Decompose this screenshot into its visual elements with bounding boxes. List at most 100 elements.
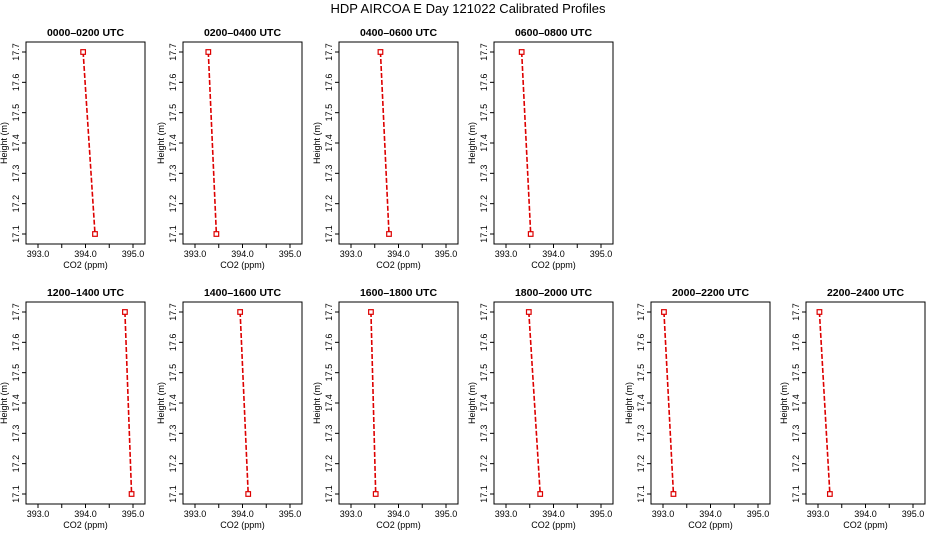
x-tick-label: 394.0 — [699, 509, 722, 519]
y-tick-label: 17.6 — [324, 74, 334, 92]
x-tick-label: 394.0 — [387, 509, 410, 519]
x-tick-label: 393.0 — [340, 509, 363, 519]
y-tick-label: 17.2 — [324, 195, 334, 213]
panel-5: 1200–1400 UTC 393.0 394.0 395.0 CO2 (ppm) 17.… — [0, 287, 146, 530]
profile-line — [818, 311, 831, 495]
x-tick-label: 395.0 — [747, 509, 770, 519]
y-tick-label: 17.1 — [324, 485, 334, 503]
y-tick-label: 17.6 — [636, 334, 646, 352]
plot-frame — [25, 301, 146, 505]
x-axis-label: CO2 (ppm) — [531, 260, 576, 270]
y-tick-label: 17.6 — [168, 74, 178, 92]
y-tick-label: 17.7 — [791, 303, 801, 321]
y-tick-label: 17.2 — [11, 455, 21, 473]
y-axis-label: Height (m) — [467, 382, 477, 424]
y-tick-label: 17.2 — [168, 195, 178, 213]
plot-frame — [182, 41, 303, 245]
y-tick-label: 17.3 — [168, 425, 178, 443]
y-tick-label: 17.1 — [11, 225, 21, 243]
x-tick-label: 393.0 — [184, 249, 207, 259]
x-tick-label: 394.0 — [542, 509, 565, 519]
panel-2: 0200–0400 UTC 393.0 394.0 395.0 CO2 (ppm) 17.… — [156, 27, 303, 270]
profile-line — [528, 311, 541, 495]
y-tick-label: 17.3 — [11, 165, 21, 183]
y-tick-label: 17.2 — [479, 195, 489, 213]
panel-3: 0400–0600 UTC 393.0 394.0 395.0 CO2 (ppm) 17.… — [312, 27, 459, 270]
y-tick-label: 17.5 — [11, 364, 21, 382]
y-tick-label: 17.4 — [479, 394, 489, 412]
y-tick-label: 17.4 — [168, 394, 178, 412]
panel-title: 1800–2000 UTC — [515, 287, 592, 299]
y-tick-label: 17.1 — [324, 225, 334, 243]
y-axis-label: Height (m) — [0, 382, 9, 424]
data-point — [92, 231, 98, 237]
y-axis-label: Height (m) — [156, 382, 166, 424]
y-tick-label: 17.6 — [324, 334, 334, 352]
x-axis-label: CO2 (ppm) — [531, 520, 576, 530]
y-tick-label: 17.4 — [479, 134, 489, 152]
y-tick-label: 17.7 — [11, 303, 21, 321]
panel-title: 1400–1600 UTC — [204, 287, 281, 299]
profile-line — [207, 51, 218, 235]
data-point — [128, 491, 135, 497]
x-axis-label: CO2 (ppm) — [376, 260, 421, 270]
x-tick-label: 393.0 — [652, 509, 675, 519]
y-tick-label: 17.5 — [791, 364, 801, 382]
data-point — [237, 309, 244, 315]
y-tick-label: 17.6 — [479, 74, 489, 92]
y-tick-label: 17.3 — [324, 425, 334, 443]
y-tick-label: 17.1 — [479, 485, 489, 503]
panel-6: 1400–1600 UTC 393.0 394.0 395.0 CO2 (ppm) 17.… — [156, 287, 303, 530]
x-axis-label: CO2 (ppm) — [63, 260, 108, 270]
x-tick-label: 395.0 — [435, 249, 458, 259]
panel-title: 0400–0600 UTC — [360, 27, 437, 39]
profile-line — [82, 51, 96, 235]
y-tick-label: 17.4 — [11, 394, 21, 412]
y-tick-label: 17.3 — [479, 425, 489, 443]
y-axis-label: Height (m) — [779, 382, 789, 424]
x-axis-label: CO2 (ppm) — [376, 520, 421, 530]
data-point — [80, 49, 87, 55]
y-tick-label: 17.6 — [11, 334, 21, 352]
y-tick-label: 17.1 — [11, 485, 21, 503]
panel-1: 0000–0200 UTC 393.0 394.0 395.0 CO2 (ppm) 17.… — [0, 27, 146, 270]
data-point — [213, 231, 220, 237]
y-tick-label: 17.7 — [324, 43, 334, 61]
y-tick-label: 17.5 — [324, 104, 334, 122]
y-axis-label: Height (m) — [156, 122, 166, 164]
data-point — [525, 309, 532, 315]
y-axis-label: Height (m) — [467, 122, 477, 164]
y-tick-label: 17.5 — [168, 104, 178, 122]
y-tick-label: 17.3 — [324, 165, 334, 183]
x-axis-label: CO2 (ppm) — [220, 520, 265, 530]
y-axis-label: Height (m) — [0, 122, 9, 164]
y-tick-label: 17.7 — [324, 303, 334, 321]
y-tick-label: 17.1 — [479, 225, 489, 243]
x-axis-label: CO2 (ppm) — [688, 520, 733, 530]
panel-title: 0600–0800 UTC — [515, 27, 592, 39]
x-tick-label: 393.0 — [495, 509, 518, 519]
y-tick-label: 17.4 — [636, 394, 646, 412]
plot-frame — [338, 301, 459, 505]
panel-title: 1200–1400 UTC — [47, 287, 124, 299]
plot-frame — [25, 41, 146, 245]
data-point — [826, 491, 833, 497]
panel-4: 0600–0800 UTC 393.0 394.0 395.0 CO2 (ppm) 17.… — [467, 27, 614, 270]
y-tick-label: 17.1 — [168, 485, 178, 503]
y-axis-label: Height (m) — [624, 382, 634, 424]
x-tick-label: 393.0 — [495, 249, 518, 259]
y-tick-label: 17.2 — [324, 455, 334, 473]
x-tick-label: 393.0 — [27, 509, 50, 519]
y-tick-label: 17.7 — [479, 303, 489, 321]
y-tick-label: 17.5 — [324, 364, 334, 382]
x-tick-label: 395.0 — [435, 509, 458, 519]
data-point — [816, 309, 823, 315]
y-tick-label: 17.6 — [168, 334, 178, 352]
x-tick-label: 395.0 — [902, 509, 925, 519]
y-tick-label: 17.3 — [11, 425, 21, 443]
y-tick-label: 17.5 — [479, 104, 489, 122]
x-tick-label: 393.0 — [340, 249, 363, 259]
x-tick-label: 394.0 — [542, 249, 565, 259]
y-tick-label: 17.1 — [168, 225, 178, 243]
